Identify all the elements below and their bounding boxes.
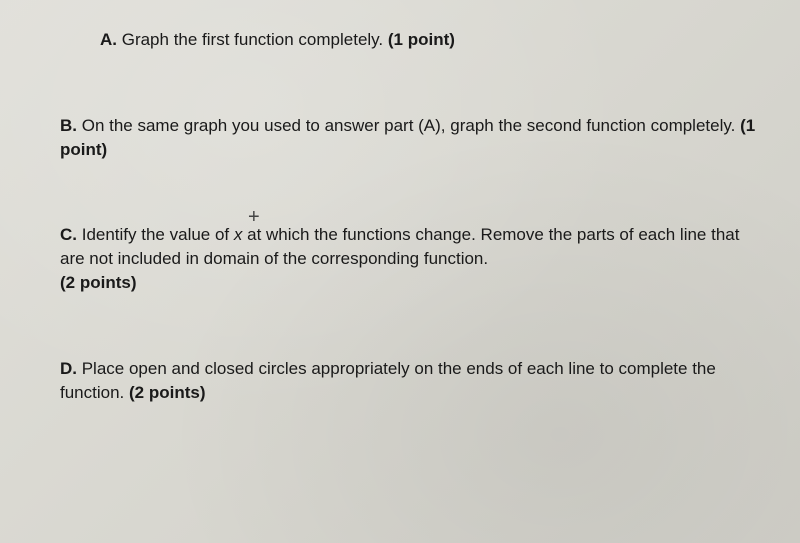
question-d-letter: D.: [60, 359, 77, 378]
question-b-text: On the same graph you used to answer par…: [77, 116, 740, 135]
question-d: D. Place open and closed circles appropr…: [60, 357, 760, 405]
question-a-points: (1 point): [388, 30, 455, 49]
question-c-letter: C.: [60, 225, 77, 244]
question-a: A. Graph the first function completely. …: [100, 28, 760, 52]
question-b-letter: B.: [60, 116, 77, 135]
question-d-points: (2 points): [129, 383, 206, 402]
question-a-letter: A.: [100, 30, 117, 49]
question-c-points: (2 points): [60, 273, 137, 292]
question-c-text-1: Identify the value of: [77, 225, 234, 244]
question-c: + C. Identify the value of x at which th…: [60, 223, 760, 294]
question-a-text: Graph the first function completely.: [117, 30, 388, 49]
question-b: B. On the same graph you used to answer …: [60, 114, 760, 162]
